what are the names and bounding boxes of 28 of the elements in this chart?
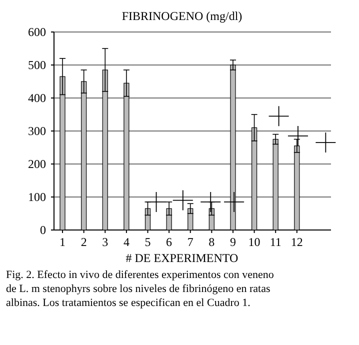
x-tick-label: 12 <box>290 235 303 249</box>
y-tick-label: 0 <box>40 223 46 238</box>
y-tick-label: 100 <box>28 190 46 204</box>
x-tick-label: 1 <box>60 235 66 249</box>
point <box>200 192 222 212</box>
x-tick-label: 8 <box>208 235 215 249</box>
x-tick-label: 4 <box>123 235 130 249</box>
x-tick-label: 5 <box>144 235 151 249</box>
y-tick-label: 200 <box>28 157 46 172</box>
x-tick-label: 2 <box>80 235 87 249</box>
y-tick-label: 600 <box>28 25 46 40</box>
x-tick-label: 7 <box>187 235 194 249</box>
x-tick-label: 10 <box>248 235 260 249</box>
point <box>315 132 336 153</box>
x-tick-label: 11 <box>270 235 282 249</box>
point <box>146 192 167 212</box>
x-tick-label: 9 <box>230 235 236 249</box>
y-tick-label: 500 <box>28 58 46 72</box>
point <box>268 106 290 127</box>
chart-title: FIBRINOGENO (mg/dl) <box>122 9 242 23</box>
caption: Fig. 2. Efecto in vivo de diferentes experimentos con veneno de L. m stenophyrs sobre los niveles de fibrinógeno en ratas albinas. Los tratamientos se especifican en el Cuadro 1. <box>6 269 274 309</box>
point <box>288 126 308 146</box>
y-tick-label: 300 <box>28 124 46 138</box>
x-tick-label: 6 <box>166 235 172 249</box>
y-tick-label: 400 <box>28 91 46 106</box>
x-axis-title: # DE EXPERIMENTO <box>126 251 239 265</box>
x-tick-label: 3 <box>102 235 108 249</box>
point <box>224 192 244 212</box>
